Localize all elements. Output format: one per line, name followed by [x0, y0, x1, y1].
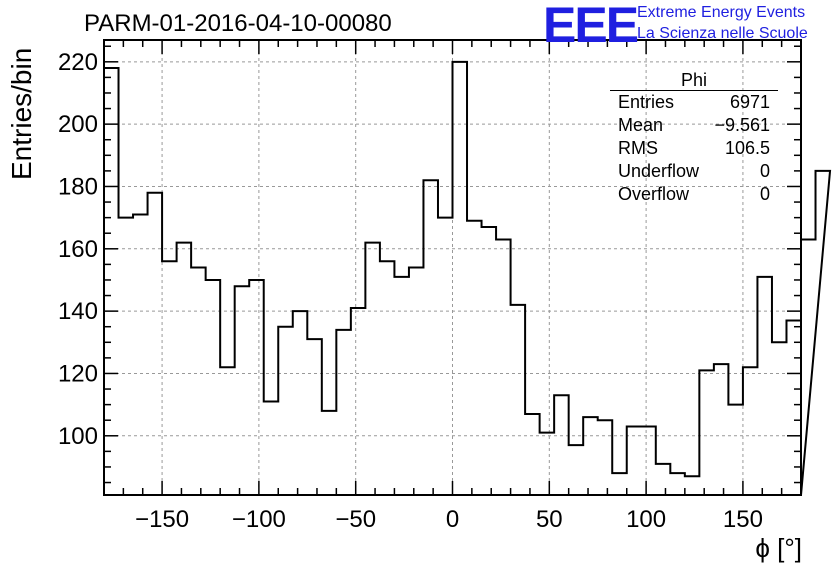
stats-title: Phi [610, 70, 778, 91]
stats-value: 0 [759, 161, 770, 181]
stats-row-rms: RMS 106.5 [610, 137, 778, 160]
x-tick-label: 100 [626, 506, 666, 533]
stats-label: Entries [618, 92, 675, 112]
x-tick-label: 0 [446, 506, 459, 533]
axis-ticks [103, 40, 802, 495]
y-tick-label: 180 [58, 173, 98, 200]
stats-label: RMS [618, 138, 658, 158]
x-tick-labels: −150 −100 −50 0 50 100 150 [135, 506, 763, 533]
y-tick-label: 200 [58, 111, 98, 138]
y-tick-label: 140 [58, 298, 98, 325]
x-tick-label: 50 [536, 506, 563, 533]
y-tick-label: 220 [58, 49, 98, 76]
x-tick-label: 150 [723, 506, 763, 533]
stats-label: Underflow [618, 161, 700, 181]
x-axis-label: ϕ [°] [755, 533, 802, 563]
y-tick-labels: 100 120 140 160 180 200 220 [58, 49, 98, 450]
plot-frame [103, 39, 802, 496]
histogram-line [103, 60, 832, 496]
stats-box: Phi Entries 6971 Mean −9.561 RMS 106.5 U… [610, 70, 778, 206]
stats-value: 0 [759, 184, 770, 204]
stats-value: 6971 [729, 92, 770, 112]
x-tick-label: −50 [335, 506, 376, 533]
y-tick-label: 100 [58, 423, 98, 450]
chart-title: PARM-01-2016-04-10-00080 [84, 10, 392, 37]
x-tick-label: −150 [135, 506, 189, 533]
stats-row-entries: Entries 6971 [610, 91, 778, 114]
y-axis-label: Entries/bin [6, 47, 37, 180]
logo-text-line1: Extreme Energy Events [637, 4, 806, 21]
eee-logo-mark: EEE [543, 0, 639, 53]
stats-row-mean: Mean −9.561 [610, 114, 778, 137]
y-tick-label: 120 [58, 360, 98, 387]
stats-row-overflow: Overflow 0 [610, 183, 778, 206]
stats-label: Mean [618, 115, 664, 135]
x-tick-label: −100 [232, 506, 286, 533]
y-tick-label: 160 [58, 236, 98, 263]
stats-value: 106.5 [724, 138, 770, 158]
stats-label: Overflow [618, 184, 690, 204]
stats-row-underflow: Underflow 0 [610, 160, 778, 183]
logo-text-line2: La Scienza nelle Scuole [637, 25, 808, 42]
stats-value: −9.561 [714, 115, 770, 135]
